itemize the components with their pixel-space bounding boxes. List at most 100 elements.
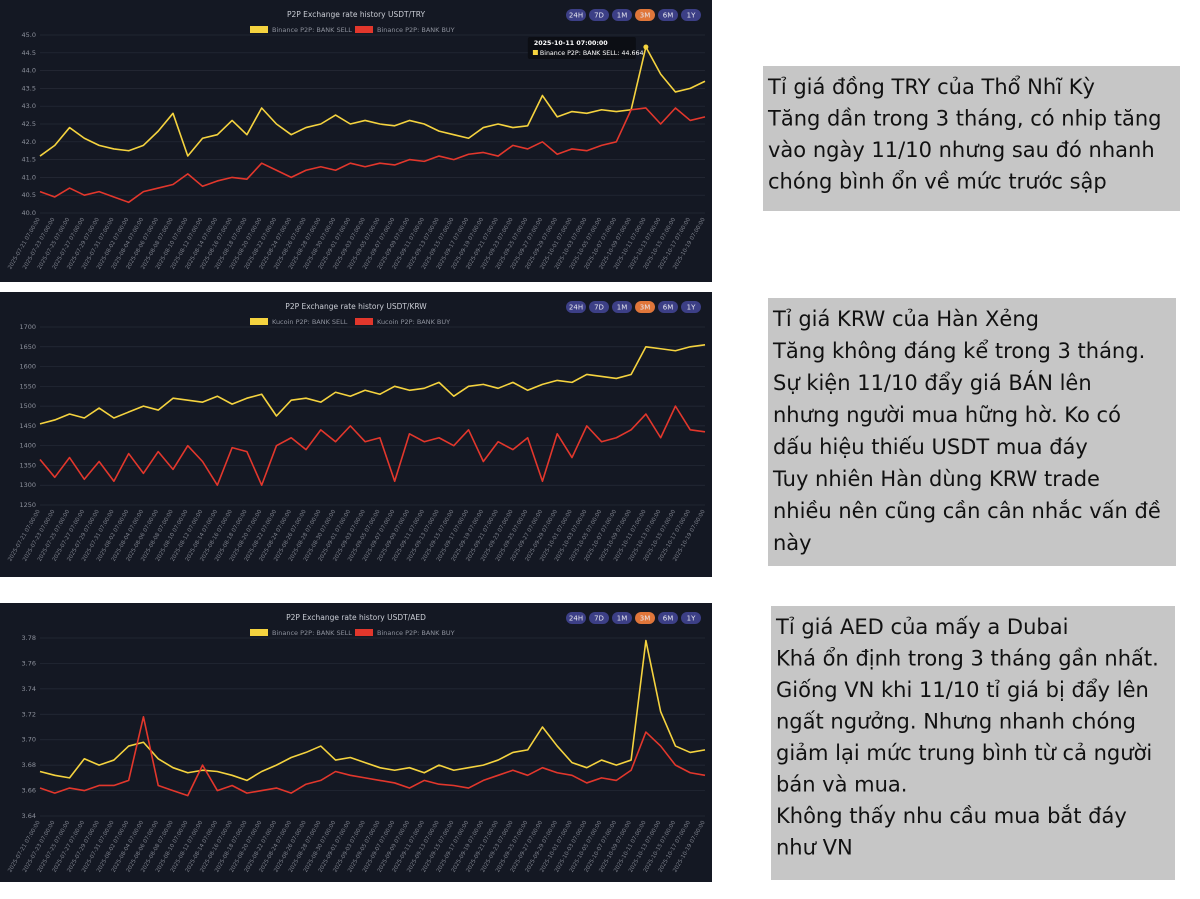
legend-swatch bbox=[355, 629, 373, 636]
y-tick-label: 42.0 bbox=[22, 138, 36, 146]
chart-panel: P2P Exchange rate history USDT/AED 24H 7D 1… bbox=[0, 603, 712, 882]
tooltip-series: Binance P2P: BANK SELL bbox=[540, 50, 618, 57]
range-button-bg[interactable] bbox=[635, 612, 655, 624]
legend-label: Kucoin P2P: BANK SELL bbox=[272, 318, 348, 326]
note-line: bán và mua. bbox=[776, 773, 907, 797]
range-button-label[interactable]: 1Y bbox=[687, 304, 696, 312]
y-tick-label: 41.5 bbox=[22, 156, 36, 164]
y-tick-label: 43.5 bbox=[22, 84, 36, 92]
note-line: dấu hiệu thiếu USDT mua đáy bbox=[773, 435, 1088, 459]
range-button[interactable]: 1M bbox=[612, 612, 632, 624]
range-button-label[interactable]: 6M bbox=[663, 12, 674, 20]
note-line: Tỉ giá KRW của Hàn Xẻng bbox=[772, 307, 1039, 331]
range-button-bg[interactable] bbox=[635, 301, 655, 313]
note-line: Không thấy nhu cầu mua bắt đáy bbox=[776, 804, 1127, 828]
note-box: Tỉ giá AED của mấy a Dubai Khá ổn định tr… bbox=[771, 606, 1175, 880]
range-button-label[interactable]: 3M bbox=[640, 12, 651, 20]
y-tick-label: 44.5 bbox=[22, 49, 36, 57]
series-line bbox=[39, 405, 706, 487]
range-button-bg[interactable] bbox=[681, 301, 701, 313]
y-tick-label: 3.78 bbox=[22, 634, 36, 642]
range-button-bg[interactable] bbox=[612, 301, 632, 313]
range-button-bg[interactable] bbox=[658, 301, 678, 313]
range-button-label[interactable]: 1M bbox=[617, 615, 628, 623]
range-button-bg[interactable] bbox=[681, 612, 701, 624]
range-button[interactable]: 1Y bbox=[681, 9, 701, 21]
range-button-bg[interactable] bbox=[589, 301, 609, 313]
y-tick-label: 3.72 bbox=[22, 710, 36, 718]
note-line: như VN bbox=[776, 836, 853, 860]
range-button[interactable]: 6M bbox=[658, 9, 678, 21]
note-box: Tỉ giá KRW của Hàn Xẻng Tăng không đáng k… bbox=[768, 298, 1176, 566]
range-button-label[interactable]: 3M bbox=[640, 615, 651, 623]
range-button-label[interactable]: 24H bbox=[569, 12, 583, 20]
range-button[interactable]: 3M bbox=[635, 9, 655, 21]
y-tick-label: 45.0 bbox=[22, 31, 36, 39]
range-button-label[interactable]: 1Y bbox=[687, 615, 696, 623]
note-line: Khá ổn định trong 3 tháng gần nhất. bbox=[776, 647, 1159, 671]
range-button[interactable]: 1M bbox=[612, 9, 632, 21]
range-button[interactable]: 3M bbox=[635, 612, 655, 624]
range-button-bg[interactable] bbox=[566, 9, 586, 21]
range-button[interactable]: 6M bbox=[658, 301, 678, 313]
chart-title: P2P Exchange rate history USDT/KRW bbox=[285, 302, 427, 311]
range-button-bg[interactable] bbox=[658, 9, 678, 21]
y-tick-label: 1450 bbox=[19, 422, 36, 430]
tooltip-value: 44.664 bbox=[621, 50, 643, 57]
range-button-label[interactable]: 7D bbox=[594, 304, 604, 312]
range-button-bg[interactable] bbox=[635, 9, 655, 21]
range-button[interactable]: 7D bbox=[589, 612, 609, 624]
y-tick-label: 40.0 bbox=[22, 209, 36, 217]
range-button[interactable]: 1Y bbox=[681, 301, 701, 313]
range-button[interactable]: 1Y bbox=[681, 612, 701, 624]
y-tick-label: 1350 bbox=[19, 461, 36, 469]
range-button[interactable]: 7D bbox=[589, 9, 609, 21]
range-button-bg[interactable] bbox=[589, 612, 609, 624]
range-button[interactable]: 7D bbox=[589, 301, 609, 313]
range-button[interactable]: 24H bbox=[566, 612, 586, 624]
note-line: Sự kiện 11/10 đẩy giá BÁN lên bbox=[773, 370, 1092, 395]
range-button-bg[interactable] bbox=[566, 301, 586, 313]
range-button-label[interactable]: 1M bbox=[617, 12, 628, 20]
range-button[interactable]: 1M bbox=[612, 301, 632, 313]
range-button-label[interactable]: 1M bbox=[617, 304, 628, 312]
y-tick-label: 1700 bbox=[19, 323, 36, 331]
y-tick-label: 3.68 bbox=[22, 761, 36, 769]
range-button-label[interactable]: 24H bbox=[569, 304, 583, 312]
tooltip-point bbox=[643, 44, 649, 50]
range-button-label[interactable]: 7D bbox=[594, 12, 604, 20]
y-tick-label: 1250 bbox=[19, 501, 36, 509]
note-background bbox=[763, 66, 1180, 211]
range-button[interactable]: 24H bbox=[566, 9, 586, 21]
series-line bbox=[39, 46, 706, 157]
legend-label: Binance P2P: BANK BUY bbox=[377, 629, 455, 637]
range-button-bg[interactable] bbox=[658, 612, 678, 624]
y-tick-label: 3.76 bbox=[22, 659, 36, 667]
y-tick-label: 1400 bbox=[19, 442, 36, 450]
chart-background bbox=[0, 292, 712, 577]
range-button-bg[interactable] bbox=[589, 9, 609, 21]
range-button-label[interactable]: 1Y bbox=[687, 12, 696, 20]
range-button-label[interactable]: 3M bbox=[640, 304, 651, 312]
range-button-bg[interactable] bbox=[681, 9, 701, 21]
chart-background bbox=[0, 603, 712, 882]
range-button-bg[interactable] bbox=[566, 612, 586, 624]
note-line: Tỉ giá đồng TRY của Thổ Nhĩ Kỳ bbox=[767, 75, 1095, 99]
range-button-bg[interactable] bbox=[612, 612, 632, 624]
y-tick-label: 41.0 bbox=[22, 173, 36, 181]
range-button[interactable]: 24H bbox=[566, 301, 586, 313]
tooltip-label: Binance P2P: BANK SELL: 44.664 bbox=[540, 50, 644, 57]
range-button-label[interactable]: 24H bbox=[569, 615, 583, 623]
series-line bbox=[39, 716, 706, 797]
note-line: Tỉ giá AED của mấy a Dubai bbox=[775, 615, 1068, 639]
note-line: chóng bình ổn về mức trước sập bbox=[768, 170, 1107, 194]
range-button-label[interactable]: 6M bbox=[663, 615, 674, 623]
range-button[interactable]: 3M bbox=[635, 301, 655, 313]
range-button-bg[interactable] bbox=[612, 9, 632, 21]
chart-panel: P2P Exchange rate history USDT/KRW 24H 7D 1… bbox=[0, 292, 712, 577]
range-button[interactable]: 6M bbox=[658, 612, 678, 624]
note-line: Tăng dần trong 3 tháng, có nhip tăng bbox=[767, 107, 1161, 131]
range-button-label[interactable]: 7D bbox=[594, 615, 604, 623]
note-line: ngất ngưởng. Nhưng nhanh chóng bbox=[776, 710, 1136, 734]
range-button-label[interactable]: 6M bbox=[663, 304, 674, 312]
